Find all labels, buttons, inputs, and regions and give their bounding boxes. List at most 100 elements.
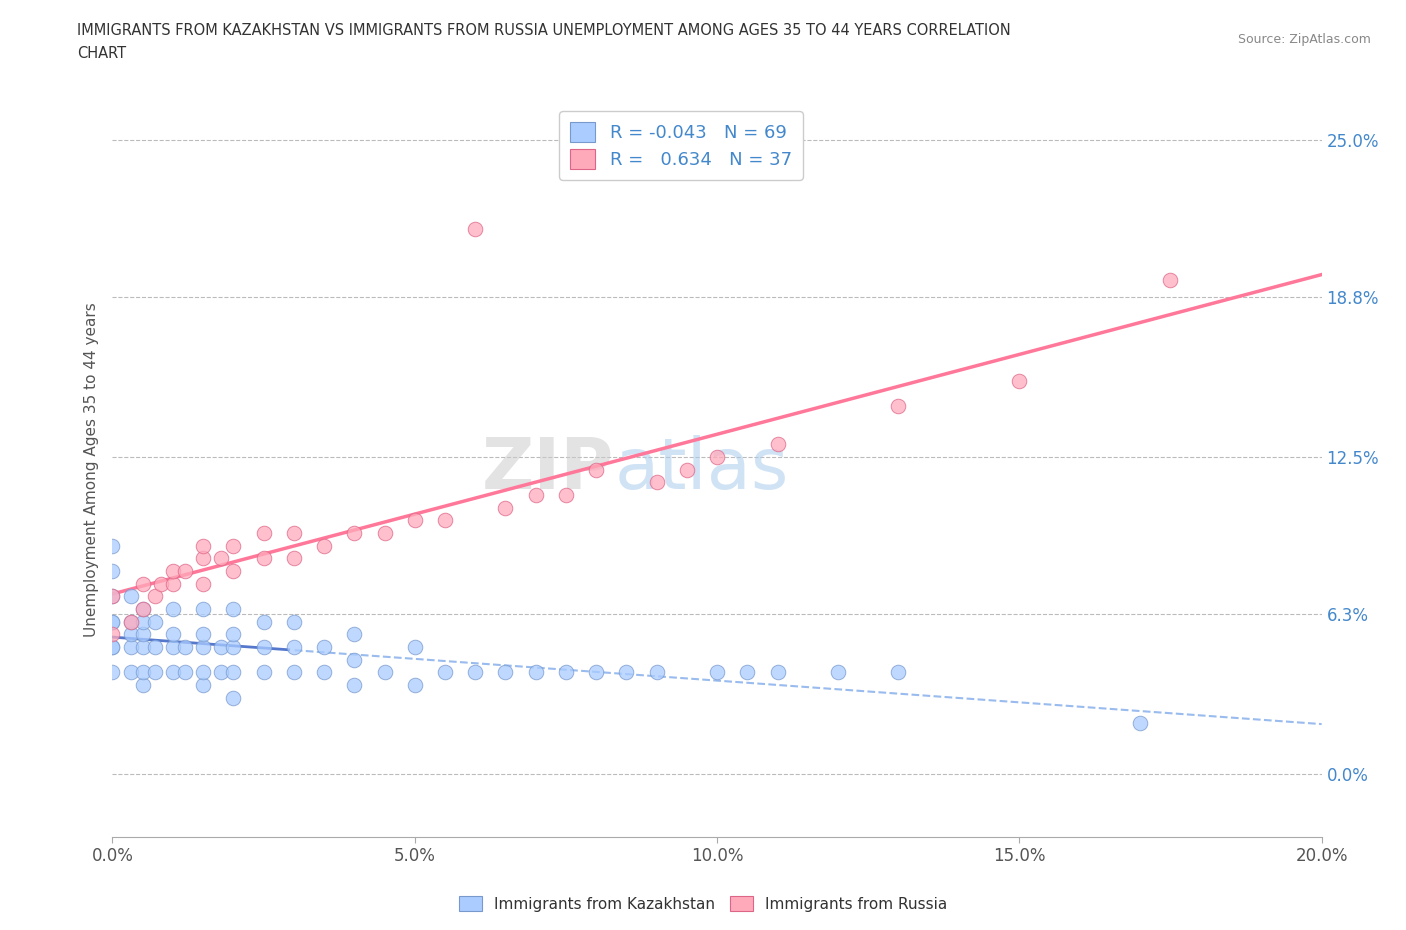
Point: [283, 640, 305, 655]
Point: [132, 678, 155, 693]
Point: [149, 577, 172, 591]
Point: [101, 640, 124, 655]
Point: [343, 525, 366, 540]
Point: [585, 665, 607, 680]
Point: [616, 665, 638, 680]
Point: [191, 538, 214, 553]
Point: [162, 602, 184, 617]
Point: [585, 462, 607, 477]
Point: [314, 665, 336, 680]
Point: [120, 589, 142, 604]
Point: [283, 665, 305, 680]
Point: [132, 614, 155, 629]
Point: [191, 602, 214, 617]
Point: [120, 614, 142, 629]
Point: [209, 640, 232, 655]
Point: [101, 627, 124, 642]
Point: [222, 564, 245, 578]
Point: [101, 589, 124, 604]
Point: [645, 475, 668, 490]
Point: [101, 665, 124, 680]
Point: [433, 665, 456, 680]
Point: [174, 640, 197, 655]
Point: [222, 640, 245, 655]
Point: [737, 665, 759, 680]
Point: [132, 627, 155, 642]
Point: [495, 665, 517, 680]
Point: [253, 525, 276, 540]
Point: [706, 449, 728, 464]
Point: [222, 627, 245, 642]
Point: [675, 462, 697, 477]
Point: [120, 614, 142, 629]
Point: [132, 602, 155, 617]
Legend: Immigrants from Kazakhstan, Immigrants from Russia: Immigrants from Kazakhstan, Immigrants f…: [453, 889, 953, 918]
Text: Source: ZipAtlas.com: Source: ZipAtlas.com: [1237, 33, 1371, 46]
Point: [374, 525, 396, 540]
Point: [209, 665, 232, 680]
Point: [101, 589, 124, 604]
Point: [143, 614, 166, 629]
Point: [191, 551, 214, 565]
Point: [101, 614, 124, 629]
Point: [404, 640, 426, 655]
Point: [283, 551, 305, 565]
Point: [143, 640, 166, 655]
Point: [433, 512, 456, 527]
Point: [343, 627, 366, 642]
Point: [191, 640, 214, 655]
Point: [120, 665, 142, 680]
Point: [827, 665, 849, 680]
Point: [645, 665, 668, 680]
Point: [283, 525, 305, 540]
Point: [162, 640, 184, 655]
Point: [253, 665, 276, 680]
Point: [253, 551, 276, 565]
Point: [162, 564, 184, 578]
Point: [191, 577, 214, 591]
Point: [464, 221, 486, 236]
Point: [174, 665, 197, 680]
Point: [1129, 715, 1152, 730]
Text: CHART: CHART: [77, 46, 127, 61]
Point: [222, 602, 245, 617]
Point: [554, 487, 576, 502]
Point: [120, 627, 142, 642]
Point: [162, 577, 184, 591]
Point: [101, 564, 124, 578]
Point: [209, 551, 232, 565]
Point: [1159, 272, 1181, 287]
Point: [132, 602, 155, 617]
Point: [120, 640, 142, 655]
Point: [343, 678, 366, 693]
Point: [283, 614, 305, 629]
Y-axis label: Unemployment Among Ages 35 to 44 years: Unemployment Among Ages 35 to 44 years: [84, 302, 100, 637]
Point: [132, 665, 155, 680]
Point: [706, 665, 728, 680]
Point: [524, 487, 547, 502]
Point: [524, 665, 547, 680]
Point: [404, 678, 426, 693]
Point: [464, 665, 486, 680]
Point: [766, 437, 789, 452]
Point: [887, 399, 910, 414]
Point: [132, 577, 155, 591]
Point: [222, 538, 245, 553]
Text: IMMIGRANTS FROM KAZAKHSTAN VS IMMIGRANTS FROM RUSSIA UNEMPLOYMENT AMONG AGES 35 : IMMIGRANTS FROM KAZAKHSTAN VS IMMIGRANTS…: [77, 23, 1011, 38]
Point: [374, 665, 396, 680]
Point: [191, 678, 214, 693]
Point: [222, 690, 245, 705]
Point: [143, 589, 166, 604]
Point: [174, 564, 197, 578]
Point: [191, 665, 214, 680]
Point: [101, 614, 124, 629]
Point: [495, 500, 517, 515]
Point: [132, 640, 155, 655]
Point: [314, 640, 336, 655]
Legend: R = -0.043   N = 69, R =   0.634   N = 37: R = -0.043 N = 69, R = 0.634 N = 37: [560, 112, 803, 180]
Point: [314, 538, 336, 553]
Point: [101, 640, 124, 655]
Text: atlas: atlas: [614, 435, 789, 504]
Text: ZIP: ZIP: [482, 435, 614, 504]
Point: [887, 665, 910, 680]
